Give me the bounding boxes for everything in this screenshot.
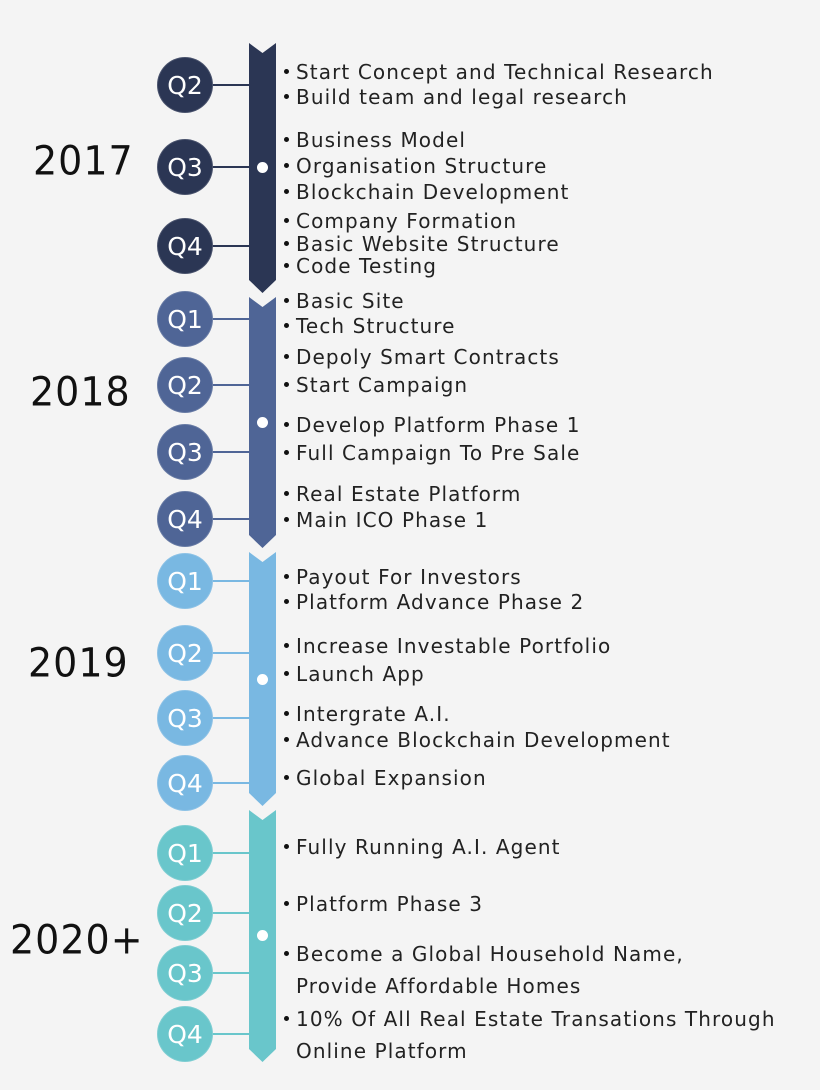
milestone-item: Payout For Investors bbox=[284, 565, 522, 589]
bullet-icon bbox=[284, 94, 289, 99]
connector-line bbox=[212, 518, 250, 520]
milestone-item: Start Campaign bbox=[284, 373, 468, 397]
bullet-icon bbox=[284, 775, 289, 780]
milestone-item: Advance Blockchain Development bbox=[284, 728, 671, 752]
bullet-icon bbox=[284, 844, 289, 849]
quarter-badge-2017-q4: Q4 bbox=[157, 218, 213, 274]
milestone-item: Increase Investable Portfolio bbox=[284, 634, 611, 658]
year-label-2018: 2018 bbox=[30, 368, 131, 416]
milestone-item: Start Concept and Technical Research bbox=[284, 60, 714, 84]
bullet-icon bbox=[284, 643, 289, 648]
milestone-item: Platform Advance Phase 2 bbox=[284, 590, 584, 614]
milestone-item: Develop Platform Phase 1 bbox=[284, 413, 581, 437]
quarter-badge-2020-q2: Q2 bbox=[157, 885, 213, 941]
bullet-icon bbox=[284, 599, 289, 604]
quarter-badge-2018-q4: Q4 bbox=[157, 491, 213, 547]
timeline-dot-2018 bbox=[257, 417, 268, 428]
bullet-icon bbox=[284, 69, 289, 74]
connector-line bbox=[212, 852, 250, 854]
bullet-icon bbox=[284, 263, 289, 268]
bullet-icon bbox=[284, 901, 289, 906]
milestone-item: Fully Running A.I. Agent bbox=[284, 835, 561, 859]
milestone-item: Depoly Smart Contracts bbox=[284, 345, 560, 369]
bullet-icon bbox=[284, 671, 289, 676]
milestone-item: 10% Of All Real Estate Transations Throu… bbox=[284, 1003, 776, 1067]
milestone-item: Build team and legal research bbox=[284, 85, 628, 109]
connector-line bbox=[212, 245, 250, 247]
connector-line bbox=[212, 451, 250, 453]
quarter-badge-2017-q3: Q3 bbox=[157, 139, 213, 195]
year-label-2017: 2017 bbox=[33, 137, 134, 185]
quarter-badge-2020-q3: Q3 bbox=[157, 945, 213, 1001]
milestone-item: Blockchain Development bbox=[284, 180, 569, 204]
milestone-item: Business Model bbox=[284, 128, 466, 152]
connector-line bbox=[212, 318, 250, 320]
bullet-icon bbox=[284, 189, 289, 194]
quarter-badge-2020-q1: Q1 bbox=[157, 825, 213, 881]
quarter-badge-2019-q4: Q4 bbox=[157, 755, 213, 811]
bullet-icon bbox=[284, 450, 289, 455]
quarter-badge-2017-q2: Q2 bbox=[157, 57, 213, 113]
bullet-icon bbox=[284, 241, 289, 246]
bullet-icon bbox=[284, 951, 289, 956]
connector-line bbox=[212, 717, 250, 719]
bullet-icon bbox=[284, 422, 289, 427]
milestone-item: Full Campaign To Pre Sale bbox=[284, 441, 580, 465]
connector-line bbox=[212, 166, 250, 168]
milestone-item: Code Testing bbox=[284, 254, 437, 278]
timeline-dot-2020-plus bbox=[257, 930, 268, 941]
year-label-2019: 2019 bbox=[28, 639, 129, 687]
bullet-icon bbox=[284, 354, 289, 359]
year-label-2020-plus: 2020+ bbox=[10, 916, 144, 964]
connector-line bbox=[212, 782, 250, 784]
connector-line bbox=[212, 652, 250, 654]
bullet-icon bbox=[284, 137, 289, 142]
bullet-icon bbox=[284, 218, 289, 223]
bullet-icon bbox=[284, 574, 289, 579]
milestone-item: Organisation Structure bbox=[284, 154, 547, 178]
milestone-item: Become a Global Household Name, Provide A… bbox=[284, 938, 684, 1002]
quarter-badge-2018-q1: Q1 bbox=[157, 291, 213, 347]
timeline-dot-2019 bbox=[257, 674, 268, 685]
connector-line bbox=[212, 972, 250, 974]
bullet-icon bbox=[284, 491, 289, 496]
quarter-badge-2019-q1: Q1 bbox=[157, 553, 213, 609]
connector-line bbox=[212, 580, 250, 582]
milestone-item: Intergrate A.I. bbox=[284, 702, 451, 726]
milestone-item: Basic Website Structure bbox=[284, 232, 560, 256]
milestone-item: Global Expansion bbox=[284, 766, 487, 790]
quarter-badge-2020-q4: Q4 bbox=[157, 1006, 213, 1062]
timeline-dot-2017 bbox=[257, 162, 268, 173]
bullet-icon bbox=[284, 163, 289, 168]
connector-line bbox=[212, 84, 250, 86]
connector-line bbox=[212, 384, 250, 386]
bullet-icon bbox=[284, 711, 289, 716]
milestone-item: Platform Phase 3 bbox=[284, 892, 483, 916]
milestone-item: Real Estate Platform bbox=[284, 482, 521, 506]
milestone-item: Main ICO Phase 1 bbox=[284, 508, 488, 532]
bullet-icon bbox=[284, 517, 289, 522]
milestone-item: Tech Structure bbox=[284, 314, 456, 338]
connector-line bbox=[212, 1033, 250, 1035]
milestone-item: Company Formation bbox=[284, 209, 517, 233]
bullet-icon bbox=[284, 737, 289, 742]
bullet-icon bbox=[284, 323, 289, 328]
milestone-item: Basic Site bbox=[284, 289, 405, 313]
milestone-item: Launch App bbox=[284, 662, 425, 686]
connector-line bbox=[212, 912, 250, 914]
bullet-icon bbox=[284, 1016, 289, 1021]
quarter-badge-2018-q2: Q2 bbox=[157, 357, 213, 413]
bullet-icon bbox=[284, 382, 289, 387]
quarter-badge-2019-q3: Q3 bbox=[157, 690, 213, 746]
quarter-badge-2019-q2: Q2 bbox=[157, 625, 213, 681]
quarter-badge-2018-q3: Q3 bbox=[157, 424, 213, 480]
bullet-icon bbox=[284, 298, 289, 303]
